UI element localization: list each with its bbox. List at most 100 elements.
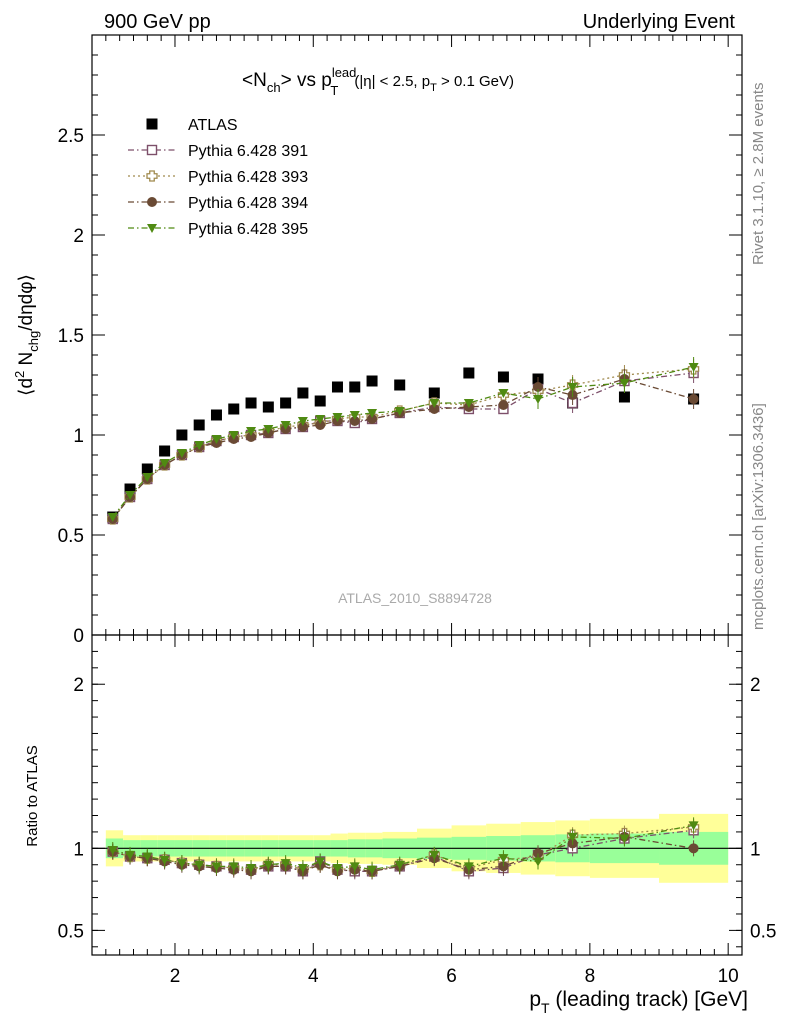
x-tick-label: 6 — [446, 966, 457, 987]
ylabel-sup: 2 — [12, 371, 27, 378]
data-point — [349, 411, 360, 420]
data-point — [124, 483, 136, 495]
header-right: Underlying Event — [583, 11, 736, 33]
y-tick-label: 2 — [73, 675, 84, 696]
legend-label: Pythia 6.428 393 — [188, 169, 308, 186]
legend-marker — [147, 224, 157, 233]
ratio-point — [142, 852, 153, 862]
ylabel-n: N — [16, 352, 37, 371]
data-point — [567, 383, 578, 392]
xlabel-sub: T — [541, 1000, 550, 1016]
data-point — [349, 381, 361, 393]
ratio-point — [498, 854, 509, 864]
data-point — [159, 445, 171, 457]
y-tick-label: 0 — [73, 626, 84, 647]
data-point — [194, 441, 205, 450]
series-line — [112, 378, 694, 520]
ratio-point — [228, 862, 239, 872]
legend-entry: Pythia 6.428 393 — [128, 169, 308, 186]
data-point — [463, 367, 475, 379]
legend-entry: Pythia 6.428 394 — [128, 195, 308, 212]
ratio-point — [159, 855, 170, 865]
ratio-point — [176, 859, 187, 869]
data-point — [619, 379, 630, 388]
legend-entry: ATLAS — [146, 117, 238, 134]
rivet-label: Rivet 3.1.10, ≥ 2.8M events — [750, 83, 767, 266]
title-bracket-open: < — [242, 70, 253, 91]
ratio-point — [332, 864, 343, 874]
data-point — [533, 382, 544, 392]
x-tick-label: 10 — [718, 966, 739, 987]
title-pt-sub: T — [330, 83, 338, 98]
ratio-point — [280, 859, 291, 869]
main-plot-frame: 0 0.5 1 1.5 2 2.5 — [58, 34, 743, 647]
data-point — [688, 363, 699, 372]
y-tick-label: 1 — [73, 426, 84, 447]
data-point — [533, 395, 544, 404]
data-point — [463, 399, 474, 408]
ratio-point — [533, 848, 544, 859]
y-tick-label-right: 2 — [750, 675, 761, 696]
title-pt-sup: lead — [332, 65, 357, 80]
x-axis-label: pT (leading track) [GeV] — [529, 988, 748, 1016]
header-left: 900 GeV pp — [104, 11, 211, 33]
legend: ATLAS Pythia 6.428 391 Pythia 6.428 393 Pyt… — [128, 117, 308, 238]
data-point — [618, 391, 630, 403]
ratio-point — [567, 832, 578, 842]
ratio-point — [315, 857, 326, 867]
legend-label: Pythia 6.428 395 — [188, 221, 308, 238]
ylabel-rest: /dηdφ⟩ — [16, 274, 37, 331]
data-point — [366, 375, 378, 387]
ratio-series-layer — [107, 817, 700, 880]
ratio-point — [619, 834, 630, 844]
y-tick-label: 0.5 — [58, 526, 84, 547]
data-point — [159, 459, 170, 468]
data-point — [176, 429, 188, 441]
data-point — [280, 397, 292, 409]
data-point — [498, 389, 509, 398]
data-point — [315, 415, 326, 424]
y-tick-label: 1 — [73, 839, 84, 860]
y-tick-label: 1.5 — [58, 326, 84, 347]
title-cond1: (|η| < 2.5, p — [354, 73, 430, 90]
data-point — [228, 431, 239, 440]
main-ylabel: ⟨d2 Nchg/dηdφ⟩ — [12, 274, 41, 396]
ratio-point — [688, 821, 699, 831]
xlabel-p: p — [529, 988, 541, 1011]
data-point — [315, 420, 326, 430]
data-point — [142, 473, 153, 482]
x-tick-label: 2 — [170, 966, 181, 987]
data-point — [394, 379, 406, 391]
ratio-point — [394, 860, 405, 870]
main-title: <Nch> vs plead T(|η| < 2.5, pT > 0.1 GeV) — [242, 65, 514, 98]
data-point — [262, 401, 274, 413]
ratio-series-pythia-6-428-395 — [107, 817, 699, 878]
ratio-point — [463, 862, 474, 872]
ratio-point — [246, 864, 257, 874]
y-tick-label-right: 1 — [750, 839, 761, 860]
data-point — [349, 416, 360, 426]
ylabel-sub: chg — [26, 331, 41, 352]
data-point — [429, 404, 440, 414]
data-point — [332, 413, 343, 422]
data-point — [428, 387, 440, 399]
ratio-point — [688, 843, 699, 854]
main-series-layer — [107, 357, 700, 525]
title-nch: N — [253, 70, 267, 91]
y-tick-label-right: 0.5 — [750, 921, 776, 942]
ratio-point — [263, 860, 274, 870]
title-cond2: > 0.1 GeV) — [437, 73, 514, 90]
legend-marker — [147, 197, 157, 207]
data-point — [125, 491, 136, 500]
ratio-point — [533, 857, 544, 867]
xlabel-rest: (leading track) [GeV] — [550, 988, 748, 1011]
data-point — [176, 449, 187, 458]
title-cond-sub: T — [430, 82, 437, 94]
ratio-plot-frame: 0.5 1 2 0.5 1 2 2 4 6 8 10 — [58, 634, 776, 987]
legend-entry: Pythia 6.428 395 — [128, 221, 308, 238]
ratio-point — [125, 850, 136, 860]
y-tick-label: 2.5 — [58, 126, 84, 147]
y-tick-label: 0.5 — [58, 921, 84, 942]
data-point — [211, 435, 222, 444]
